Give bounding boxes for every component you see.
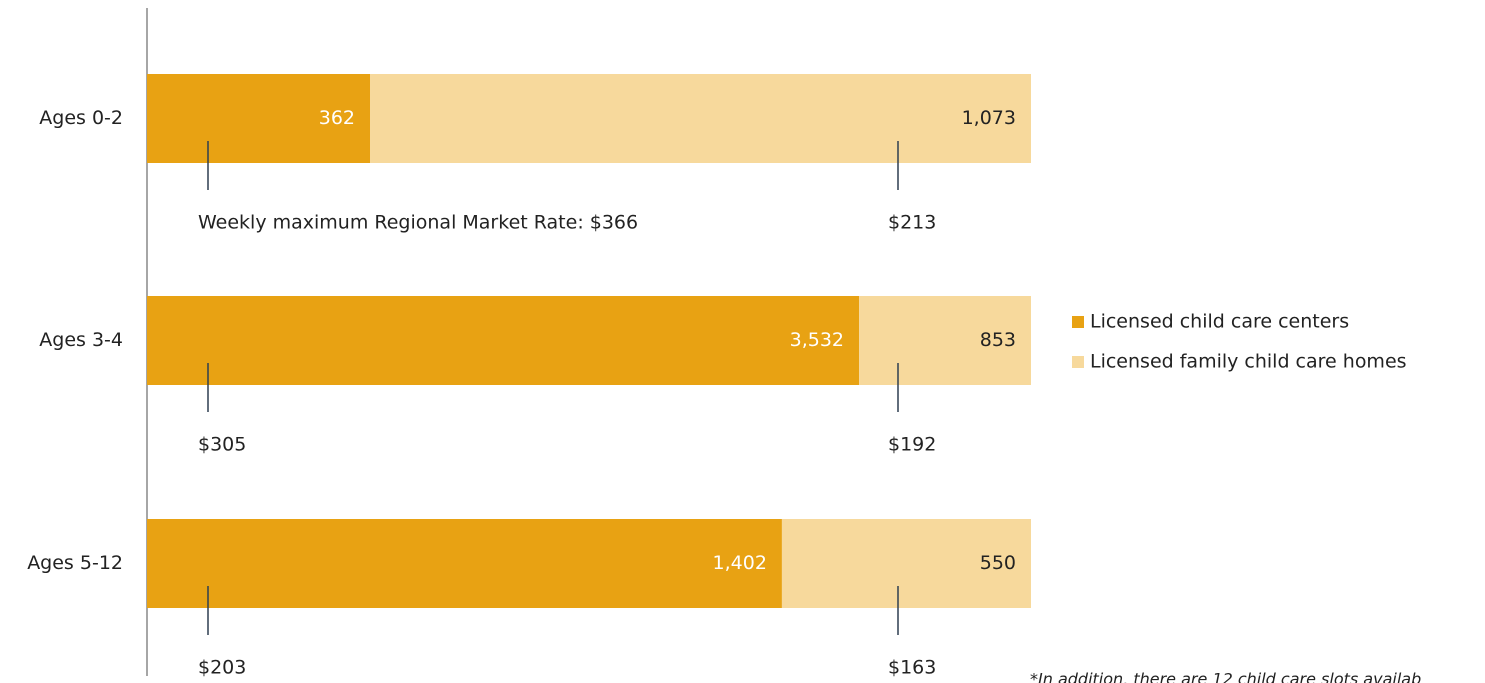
bar-segment [147,519,782,608]
category-label: Ages 3-4 [39,329,123,351]
bar-segment [370,74,1032,163]
value-label: 550 [980,552,1016,574]
value-label: 3,532 [790,329,844,351]
rate-label: $213 [888,212,936,234]
category-label: Ages 0-2 [39,107,123,129]
value-label: 1,073 [962,107,1016,129]
rate-label: $203 [198,657,246,679]
legend-swatch [1072,316,1084,328]
bar-segment [147,296,860,385]
value-label: 362 [319,107,355,129]
rate-label: $163 [888,657,936,679]
rate-label: Weekly maximum Regional Market Rate: $36… [198,212,638,234]
footnote: *In addition, there are 12 child care sl… [1030,670,1421,683]
bar-segment [147,74,371,163]
legend-label: Licensed child care centers [1090,311,1349,333]
rate-label: $305 [198,434,246,456]
value-label: 1,402 [713,552,767,574]
category-label: Ages 5-12 [27,552,123,574]
legend-label: Licensed family child care homes [1090,351,1407,373]
bar-segment [859,296,1031,385]
bar-segment [781,519,1031,608]
rate-label: $192 [888,434,936,456]
legend-swatch [1072,356,1084,368]
value-label: 853 [980,329,1016,351]
